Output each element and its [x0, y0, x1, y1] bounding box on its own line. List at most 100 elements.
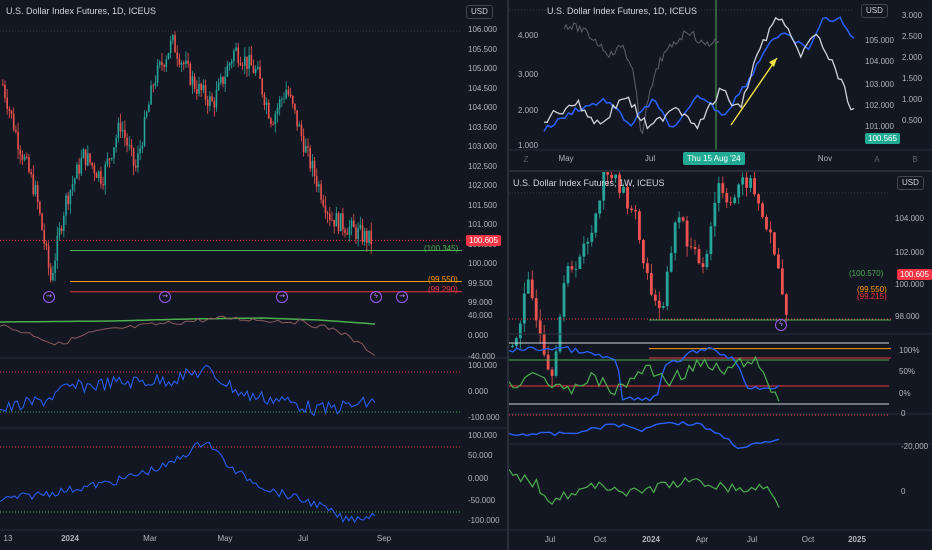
weekly-candle-body — [761, 203, 764, 217]
weekly-candle-body — [649, 272, 653, 295]
candle-body — [102, 184, 104, 186]
candle-body — [119, 122, 122, 132]
weekly-candle-body — [701, 263, 705, 267]
left-price-tick: 100.000 — [468, 259, 497, 268]
candle-body — [313, 160, 316, 177]
panel-divider-horizontal[interactable] — [509, 170, 932, 172]
left-chart-panel[interactable]: U.S. Dollar Index Futures, 1D, ICEUS USD… — [0, 0, 507, 550]
candle-body — [222, 76, 224, 84]
candle-body — [259, 66, 261, 79]
weekly-candle-body — [534, 298, 538, 321]
candle-body — [58, 228, 61, 236]
weekly-candle-body — [685, 220, 689, 247]
bottom-right-currency-button[interactable]: USD — [897, 176, 924, 190]
bottom-right-level-label-3: (99.215) — [857, 292, 887, 301]
weekly-candle-body — [673, 222, 677, 254]
left-price-tick: 99.500 — [468, 278, 493, 288]
candle-body — [239, 62, 242, 66]
candle-body — [276, 108, 279, 114]
candle-body — [104, 164, 107, 186]
top-right-right-tick: 2.000 — [902, 53, 923, 62]
left-level-label-3: (99.290) — [428, 285, 458, 294]
top-right-chart-title: U.S. Dollar Index Futures, 1D, ICEUS — [547, 6, 698, 16]
lightning-event-icon[interactable]: ϟ — [370, 291, 382, 303]
top-right-price-tick: 101.000 — [865, 122, 894, 131]
candle-body — [278, 99, 281, 109]
oscillator-3-line — [0, 441, 376, 524]
top-right-chart-canvas[interactable] — [509, 0, 932, 170]
left-chart-title: U.S. Dollar Index Futures, 1D, ICEUS — [6, 6, 157, 16]
candle-body — [132, 148, 135, 166]
candle-body — [152, 85, 155, 87]
weekly-time-label: Apr — [695, 535, 709, 544]
candle-body — [294, 103, 296, 111]
bottom-right-level-label-1: (100.570) — [849, 269, 884, 278]
weekly-candle-body — [634, 209, 637, 212]
candle-body — [63, 215, 65, 231]
weekly-candle-body — [737, 184, 741, 198]
weekly-candle-body — [570, 266, 574, 270]
candle-body — [60, 228, 63, 231]
weekly-candle-body — [594, 213, 598, 233]
candle-body — [91, 162, 93, 166]
candle-body — [87, 153, 89, 166]
candle-body — [106, 158, 109, 165]
candle-body — [209, 96, 211, 107]
candle-body — [196, 89, 198, 94]
candle-body — [2, 84, 4, 86]
event-icon-3[interactable]: ⇝ — [276, 291, 288, 303]
candle-body — [291, 95, 294, 104]
candle-body — [359, 225, 362, 229]
weekly-candle-body — [618, 174, 621, 193]
candle-body — [309, 147, 311, 169]
weekly-candle-body — [638, 211, 641, 240]
candle-body — [322, 199, 325, 206]
candle-body — [307, 145, 309, 148]
top-right-price-tick: 103.000 — [865, 80, 894, 89]
weekly-candle-body — [582, 243, 586, 257]
weekly-time-label: Oct — [801, 535, 815, 544]
candle-body — [108, 158, 111, 160]
candle-body — [43, 230, 46, 244]
bottom-right-chart-panel[interactable]: U.S. Dollar Index Futures, 1W, ICEUS USD… — [509, 172, 932, 550]
top-right-time-label: May — [558, 154, 574, 163]
candle-body — [41, 213, 43, 231]
bottom-right-chart-canvas[interactable] — [509, 172, 932, 550]
candle-body — [254, 68, 257, 73]
weekly-candle-body — [705, 253, 709, 267]
candle-body — [267, 102, 270, 119]
weekly-candle-body — [697, 249, 701, 264]
candle-body — [172, 34, 174, 41]
candle-body — [97, 171, 100, 179]
candle-body — [257, 66, 259, 69]
candle-body — [204, 85, 207, 100]
weekly-candle-body — [689, 246, 693, 248]
candle-body — [302, 136, 305, 153]
event-icon-1[interactable]: ⇝ — [43, 291, 55, 303]
weekly-candle-body — [642, 239, 645, 264]
candle-body — [141, 145, 144, 149]
event-icon-2[interactable]: ⇝ — [159, 291, 171, 303]
left-time-label: Sep — [376, 534, 392, 543]
left-currency-button[interactable]: USD — [466, 5, 493, 19]
bottom-right-lightning-icon[interactable]: ϟ — [775, 319, 787, 331]
candle-body — [134, 165, 137, 168]
left-price-tick: 102.500 — [468, 161, 497, 171]
candle-body — [226, 65, 229, 77]
candle-body — [23, 156, 26, 160]
candle-body — [39, 201, 41, 214]
weekly-osc2-tick: 0 — [901, 409, 906, 418]
candle-body — [15, 130, 17, 132]
top-right-currency-button[interactable]: USD — [861, 4, 888, 18]
oscillator-2-line — [0, 364, 376, 417]
gray-indicator-line — [563, 22, 720, 135]
candle-body — [289, 94, 292, 96]
candle-body — [19, 149, 22, 155]
top-right-chart-panel[interactable]: U.S. Dollar Index Futures, 1D, ICEUS USD… — [509, 0, 932, 170]
panel-divider-vertical[interactable] — [507, 0, 509, 550]
event-icon-4[interactable]: ⇝ — [396, 291, 408, 303]
candle-body — [32, 174, 35, 195]
candle-body — [180, 62, 183, 65]
left-chart-canvas[interactable] — [0, 0, 507, 550]
weekly-candle-body — [598, 200, 602, 214]
